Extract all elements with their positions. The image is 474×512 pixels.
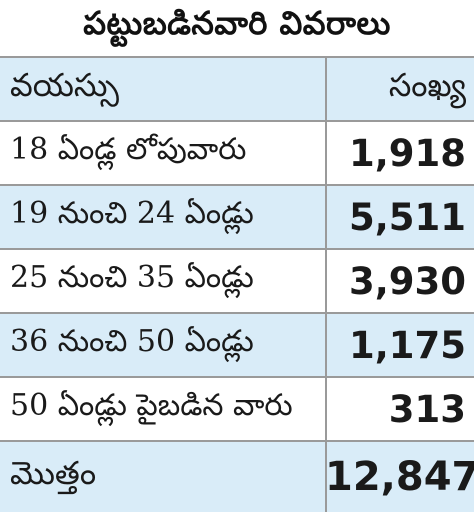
table-row: 19 నుంచి 24 ఏండ్లు 5,511 xyxy=(0,186,474,248)
row-count-value: 313 xyxy=(388,387,466,431)
total-value: 12,847 xyxy=(325,454,474,500)
column-divider xyxy=(325,58,327,512)
row-divider xyxy=(0,376,474,378)
total-label: మొత్తం xyxy=(10,454,97,492)
row-count-value: 1,175 xyxy=(348,323,466,367)
row-count-value: 5,511 xyxy=(348,195,466,239)
table-row: 50 ఏండ్లు పైబడిన వారు 313 xyxy=(0,378,474,440)
row-divider xyxy=(0,312,474,314)
row-age-label: 19 నుంచి 24 ఏండ్లు xyxy=(10,196,254,231)
row-divider xyxy=(0,248,474,250)
row-count-value: 1,918 xyxy=(348,131,466,175)
row-divider xyxy=(0,120,474,122)
row-divider xyxy=(0,440,474,442)
header-row: వయస్సు సంఖ్య xyxy=(0,58,474,120)
header-count-label: సంఖ్య xyxy=(388,66,466,104)
table-row: 25 నుంచి 35 ఏండ్లు 3,930 xyxy=(0,250,474,312)
table-row: 36 నుంచి 50 ఏండ్లు 1,175 xyxy=(0,314,474,376)
table-title: పట్టుబడినవారి వివరాలు xyxy=(0,0,474,54)
table-grid: వయస్సు సంఖ్య 18 ఏండ్ల లోపువారు 1,918 19 … xyxy=(0,58,474,512)
row-divider xyxy=(0,184,474,186)
header-age-label: వయస్సు xyxy=(10,66,120,104)
row-age-label: 50 ఏండ్లు పైబడిన వారు xyxy=(10,388,293,423)
table-row: 18 ఏండ్ల లోపువారు 1,918 xyxy=(0,122,474,184)
row-age-label: 25 నుంచి 35 ఏండ్లు xyxy=(10,260,254,295)
total-row: మొత్తం 12,847 xyxy=(0,442,474,512)
row-age-label: 18 ఏండ్ల లోపువారు xyxy=(10,132,247,167)
row-divider xyxy=(0,56,474,58)
row-age-label: 36 నుంచి 50 ఏండ్లు xyxy=(10,324,254,359)
row-count-value: 3,930 xyxy=(348,259,466,303)
